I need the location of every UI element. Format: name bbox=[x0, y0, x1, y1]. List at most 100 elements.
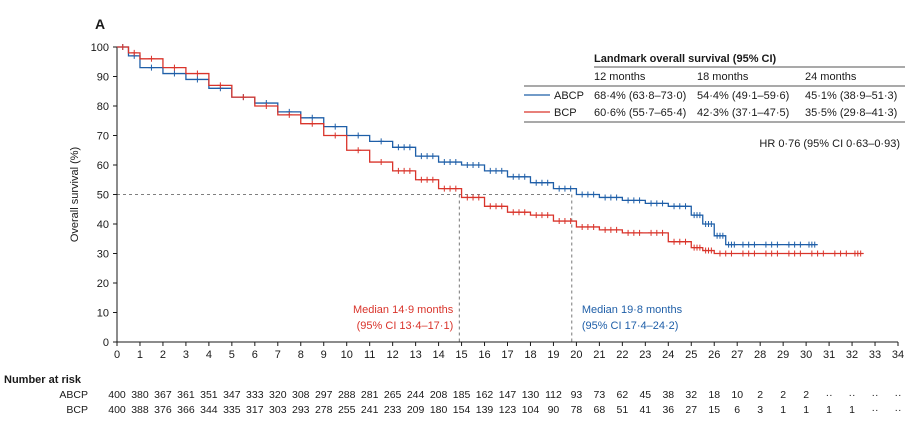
censor-mark bbox=[424, 176, 431, 183]
censor-mark bbox=[447, 159, 454, 166]
risk-value-bcp: 317 bbox=[246, 404, 264, 416]
censor-mark bbox=[584, 191, 591, 198]
censor-mark bbox=[119, 44, 126, 50]
x-tick-label: 19 bbox=[547, 349, 559, 361]
risk-value-bcp: 104 bbox=[522, 404, 540, 416]
censor-mark bbox=[452, 185, 459, 192]
risk-value-bcp: 293 bbox=[292, 404, 310, 416]
censor-mark bbox=[719, 232, 726, 239]
x-tick-label: 34 bbox=[892, 349, 904, 361]
risk-value-bcp: 209 bbox=[407, 404, 425, 416]
censor-mark bbox=[538, 179, 545, 186]
risk-value-abcp: 297 bbox=[315, 389, 333, 401]
risk-value-abcp: 18 bbox=[708, 389, 720, 401]
censor-mark bbox=[424, 153, 431, 160]
x-tick-label: 29 bbox=[777, 349, 789, 361]
risk-value-bcp: 388 bbox=[131, 404, 149, 416]
risk-value-abcp: 45 bbox=[639, 389, 651, 401]
x-tick-label: 0 bbox=[114, 349, 120, 361]
x-tick-label: 20 bbox=[570, 349, 582, 361]
risk-value-abcp: 208 bbox=[430, 389, 448, 401]
censor-mark bbox=[493, 203, 500, 210]
risk-value-abcp: 185 bbox=[453, 389, 471, 401]
risk-value-abcp: 162 bbox=[476, 389, 494, 401]
censor-mark bbox=[567, 218, 574, 225]
x-tick-label: 1 bbox=[137, 349, 143, 361]
risk-value-bcp: 1 bbox=[803, 404, 809, 416]
censor-mark bbox=[590, 223, 597, 230]
risk-value-abcp: 73 bbox=[594, 389, 606, 401]
risk-value-abcp: 62 bbox=[617, 389, 629, 401]
series-layer bbox=[117, 44, 864, 257]
censor-mark bbox=[607, 226, 614, 233]
x-tick-label: 2 bbox=[160, 349, 166, 361]
censor-mark bbox=[785, 250, 792, 257]
risk-value-abcp: 351 bbox=[200, 389, 218, 401]
censor-mark bbox=[452, 159, 459, 166]
censor-mark bbox=[739, 250, 746, 257]
risk-value-bcp: 335 bbox=[223, 404, 241, 416]
risk-value-bcp: 139 bbox=[476, 404, 494, 416]
risk-value-abcp: 93 bbox=[571, 389, 583, 401]
censor-mark bbox=[332, 132, 339, 139]
risk-value-bcp: 400 bbox=[108, 404, 126, 416]
legend-label-abcp: ABCP bbox=[554, 90, 584, 102]
censor-mark bbox=[762, 241, 769, 248]
risk-value-bcp: 1 bbox=[826, 404, 832, 416]
censor-mark bbox=[648, 200, 655, 207]
risk-value-bcp: 68 bbox=[594, 404, 606, 416]
censor-mark bbox=[797, 241, 804, 248]
censor-mark bbox=[602, 194, 609, 201]
risk-value-bcp: 90 bbox=[548, 404, 560, 416]
x-tick-label: 24 bbox=[662, 349, 674, 361]
censor-mark bbox=[406, 167, 413, 174]
censor-mark bbox=[171, 70, 178, 77]
censor-mark bbox=[584, 223, 591, 230]
number-at-risk-title: Number at risk bbox=[4, 374, 82, 386]
censor-mark bbox=[751, 250, 758, 257]
censor-mark bbox=[745, 250, 752, 257]
censor-mark bbox=[332, 123, 339, 130]
censor-mark bbox=[739, 241, 746, 248]
risk-value-abcp: 2 bbox=[780, 389, 786, 401]
landmark-bcp-18: 42·3% (37·1–47·5) bbox=[697, 107, 789, 119]
censor-mark bbox=[475, 162, 482, 168]
censor-mark bbox=[722, 250, 729, 257]
censor-mark bbox=[659, 229, 666, 236]
censor-mark bbox=[696, 212, 703, 219]
landmark-title: Landmark overall survival (95% CI) bbox=[594, 53, 777, 65]
censor-mark bbox=[636, 229, 643, 236]
reference-lines bbox=[117, 194, 573, 342]
hazard-ratio-text: HR 0·76 (95% CI 0·63–0·93) bbox=[759, 138, 900, 150]
landmark-abcp-18: 54·4% (49·1–59·6) bbox=[697, 90, 789, 102]
censor-mark bbox=[671, 238, 678, 245]
censor-mark bbox=[309, 120, 316, 127]
y-tick-label: 70 bbox=[97, 131, 109, 143]
censor-mark bbox=[521, 173, 528, 180]
censor-mark bbox=[515, 173, 522, 180]
risk-value-abcp: 244 bbox=[407, 389, 425, 401]
censor-mark bbox=[613, 194, 620, 201]
y-tick-label: 0 bbox=[103, 337, 109, 349]
censor-mark bbox=[378, 159, 385, 166]
y-axis-label: Overall survival (%) bbox=[69, 147, 81, 242]
censor-mark bbox=[395, 167, 402, 174]
landmark-table: Landmark overall survival (95% CI) 12 mo… bbox=[524, 53, 905, 123]
censor-mark bbox=[768, 250, 775, 257]
censor-mark bbox=[487, 203, 494, 210]
landmark-bcp-24: 35·5% (29·8–41·3) bbox=[805, 107, 897, 119]
censor-mark bbox=[857, 250, 864, 257]
censor-mark bbox=[544, 179, 551, 186]
risk-value-abcp: 308 bbox=[292, 389, 310, 401]
risk-value-bcp: 123 bbox=[499, 404, 517, 416]
censor-mark bbox=[708, 221, 715, 227]
y-tick-label: 40 bbox=[97, 219, 109, 231]
censor-mark bbox=[401, 167, 408, 174]
risk-value-bcp: 1 bbox=[780, 404, 786, 416]
risk-value-abcp: 361 bbox=[177, 389, 195, 401]
censor-mark bbox=[708, 247, 715, 254]
risk-value-abcp: 130 bbox=[522, 389, 540, 401]
censor-mark bbox=[475, 194, 482, 201]
risk-value-bcp: 278 bbox=[315, 404, 333, 416]
